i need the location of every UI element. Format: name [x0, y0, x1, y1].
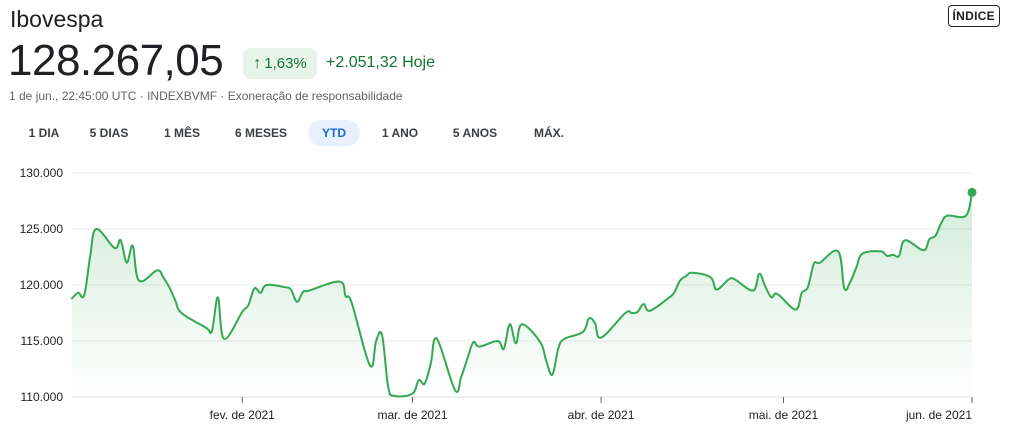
- x-tick-label: fev. de 2021: [210, 408, 275, 422]
- tab-6-meses[interactable]: 6 MESES: [234, 126, 288, 140]
- price-area: [72, 192, 972, 397]
- y-tick-label: 130.000: [20, 166, 64, 180]
- index-type-badge: ÍNDICE: [947, 5, 1000, 27]
- y-tick-label: 110.000: [21, 390, 64, 404]
- index-title: Ibovespa: [10, 6, 104, 32]
- tab-5-dias[interactable]: 5 DIAS: [89, 126, 129, 140]
- x-tick-label: abr. de 2021: [568, 408, 635, 422]
- change-percent-chip: ↑ 1,63%: [243, 48, 317, 79]
- current-price: 128.267,05: [8, 36, 224, 85]
- quote-meta: 1 de jun., 22:45:00 UTC · INDEXBVMF · Ex…: [9, 89, 403, 103]
- x-tick-label: mar. de 2021: [378, 408, 448, 422]
- y-tick-label: 120.000: [20, 278, 64, 292]
- tab-ytd[interactable]: YTD: [308, 120, 360, 146]
- arrow-up-icon: ↑: [253, 54, 262, 72]
- tab-1-dia[interactable]: 1 DIA: [28, 126, 60, 140]
- tab-1-ano[interactable]: 1 ANO: [381, 126, 419, 140]
- change-absolute: +2.051,32 Hoje: [326, 54, 435, 71]
- y-tick-label: 125.000: [20, 222, 64, 236]
- y-tick-label: 115.000: [21, 334, 64, 348]
- tab-5-anos[interactable]: 5 ANOS: [452, 126, 498, 140]
- tab-max[interactable]: MÁX.: [534, 126, 564, 140]
- x-axis: fev. de 2021 mar. de 2021 abr. de 2021 mai.…: [210, 397, 973, 422]
- tab-1-mes[interactable]: 1 MÊS: [163, 126, 200, 140]
- last-price-point: [967, 187, 977, 197]
- price-line: [71, 191, 973, 398]
- x-tick-label: mai. de 2021: [749, 408, 819, 422]
- x-tick-label: jun. de 2021: [905, 408, 972, 422]
- y-axis: 130.000 125.000 120.000 115.000 110.000: [20, 166, 64, 404]
- change-percent: 1,63%: [264, 55, 307, 72]
